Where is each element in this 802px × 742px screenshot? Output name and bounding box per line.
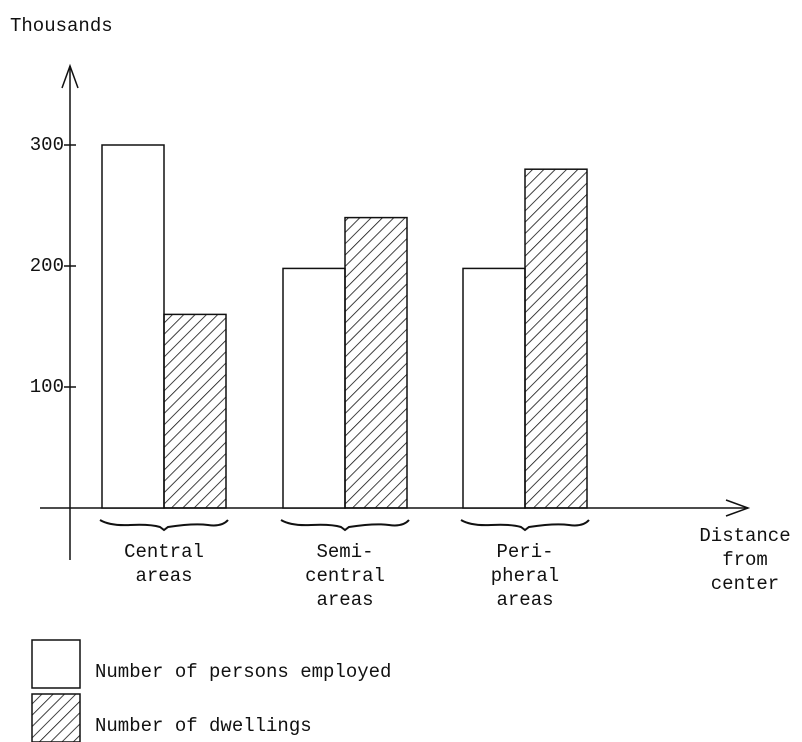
bar — [163, 313, 227, 509]
bar — [344, 216, 408, 509]
y-axis-label: Thousands — [10, 15, 113, 37]
legend-label: Number of dwellings — [95, 715, 312, 737]
y-tick-label: 100 — [30, 376, 64, 398]
x-tick-label: Central areas — [124, 541, 204, 587]
x-tick-label: Peri- pheral areas — [490, 541, 560, 611]
y-tick-label: 300 — [30, 134, 64, 156]
bar — [462, 267, 526, 509]
bar — [524, 168, 588, 509]
legend-swatch — [31, 693, 81, 742]
x-axis-label: Distance from center — [699, 525, 791, 595]
legend-label: Number of persons employed — [95, 661, 391, 683]
bar — [282, 267, 346, 509]
x-arrow — [725, 499, 751, 517]
y-arrow — [61, 63, 79, 89]
bar — [101, 144, 165, 509]
y-tick-label: 200 — [30, 255, 64, 277]
legend-swatch — [31, 639, 81, 689]
brace — [99, 519, 229, 532]
brace — [460, 519, 590, 532]
brace — [280, 519, 410, 532]
x-tick-label: Semi- central areas — [305, 541, 385, 611]
